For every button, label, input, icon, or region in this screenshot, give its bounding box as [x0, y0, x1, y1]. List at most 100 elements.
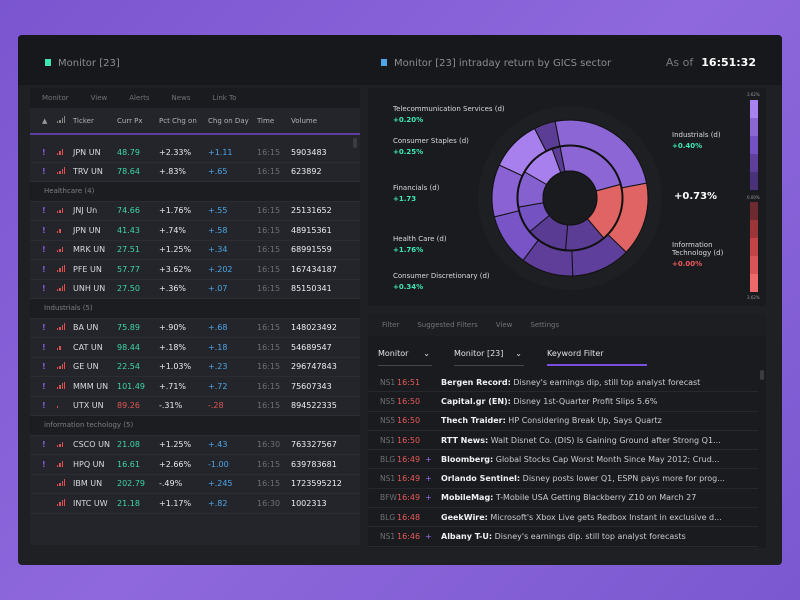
- current-price: 101.49: [117, 381, 145, 391]
- menu-item[interactable]: Monitor: [42, 94, 69, 102]
- monitor-dropdown[interactable]: Monitor ⌄: [378, 344, 432, 366]
- news-menu: Filter Suggested Filters View Settings: [368, 314, 766, 336]
- time: 16:30: [257, 498, 281, 508]
- change-on-day: +.72: [208, 381, 228, 391]
- scale-step: [750, 274, 758, 292]
- monitor-color-icon: [45, 59, 51, 66]
- headline-text: T-Mobile USA Getting Blackberry Z10 on M…: [493, 493, 697, 503]
- pct-change: +2.66%: [159, 459, 192, 469]
- news-item[interactable]: NS5 16:50 Capital.gr (EN): Disney 1st-Quar…: [368, 392, 758, 412]
- sunburst-chart: [478, 106, 662, 290]
- column-header[interactable]: Curr Px: [117, 116, 143, 125]
- table-row[interactable]: ! JNJ Un 74.66 +1.76% +.55 16:15 2513165…: [30, 202, 360, 221]
- table-row[interactable]: ! HPQ UN 16.61 +2.66% -1.00 16:15 639783…: [30, 455, 360, 475]
- group-header[interactable]: information techology (5): [30, 416, 360, 436]
- sunburst-panel: Telecommunication Services (d) +0.20% Cons…: [368, 88, 766, 306]
- sector-label[interactable]: Financials (d) +1.73: [393, 184, 439, 203]
- table-row[interactable]: INTC UW 21.18 +1.17% +.82 16:30 1002313: [30, 494, 360, 514]
- current-price: 98.44: [117, 342, 140, 352]
- column-header[interactable]: Chg on Day: [208, 116, 249, 125]
- monitor-panel: Monitor View Alerts News Link To ▲ Ticker Cu…: [30, 88, 360, 545]
- pct-change: +.18%: [159, 342, 187, 352]
- column-header[interactable]: Time: [257, 116, 275, 125]
- table-row[interactable]: ! GE UN 22.54 +1.03% +.23 16:15 29674784…: [30, 358, 360, 377]
- news-item[interactable]: BFW 16:49 + MobileMag: T-Mobile USA Getting…: [368, 489, 758, 509]
- news-menu-item[interactable]: Filter: [382, 321, 400, 329]
- news-menu-item[interactable]: Suggested Filters: [417, 321, 478, 329]
- table-row[interactable]: ! UTX UN 89.26 -.31% -.28 16:15 89452233…: [30, 397, 360, 416]
- scale-step: [750, 220, 758, 238]
- publisher: MobileMag:: [441, 493, 494, 503]
- news-menu-item[interactable]: View: [495, 321, 513, 329]
- signal-column-icon[interactable]: [45, 116, 73, 125]
- pct-change: +1.25%: [159, 440, 192, 450]
- news-menu-item[interactable]: Settings: [530, 321, 560, 329]
- table-row[interactable]: ! MMM UN 101.49 +.71% +.72 16:15 7560734…: [30, 377, 360, 397]
- column-header[interactable]: Pct Chg on: [159, 116, 197, 125]
- alert-column-icon[interactable]: ▲: [42, 116, 48, 125]
- ticker: GE UN: [73, 362, 99, 372]
- column-header[interactable]: Ticker: [73, 116, 94, 125]
- news-item[interactable]: BLG 16:49 + Bloomberg: Global Stocks Cap Wo…: [368, 450, 758, 470]
- table-row[interactable]: ! MRK UN 27.51 +1.25% +.34 16:15 6899155…: [30, 241, 360, 260]
- news-item[interactable]: NS1 16:46 + Albany T-U: Disney's earnings d…: [368, 527, 758, 547]
- volume: 1002313: [291, 498, 327, 508]
- change-on-day: -.28: [208, 401, 224, 411]
- sector-label[interactable]: Information Technology (d) +0.00%: [672, 241, 742, 268]
- alert-icon: !: [42, 362, 46, 372]
- sector-label[interactable]: Consumer Staples (d) +0.25%: [393, 137, 469, 156]
- table-row[interactable]: ! CAT UN 98.44 +.18% +.18 16:15 54689547: [30, 338, 360, 358]
- alert-icon: !: [42, 167, 46, 177]
- monitor-23-dropdown[interactable]: Monitor [23] ⌄: [454, 344, 524, 366]
- headline: Bloomberg: Global Stocks Cap Worst Month…: [441, 455, 726, 464]
- table-row[interactable]: ! JPN UN 48.79 +2.33% +1.11 16:15 590348…: [30, 143, 360, 163]
- time: 16:15: [257, 206, 281, 216]
- chart-color-icon: [381, 59, 387, 66]
- group-header[interactable]: Healthcare (4): [30, 182, 360, 202]
- sector-label[interactable]: Consumer Discretionary (d) +0.34%: [393, 272, 490, 291]
- keyword-filter-tab[interactable]: Keyword Filter: [547, 344, 647, 366]
- menu-item[interactable]: View: [90, 94, 108, 102]
- news-time: 16:48: [397, 512, 421, 522]
- scale-step: [750, 118, 758, 136]
- news-panel: Filter Suggested Filters View Settings Moni…: [368, 314, 766, 548]
- ticker: MMM UN: [73, 381, 109, 391]
- headline: Capital.gr (EN): Disney 1st-Quarter Prof…: [441, 397, 726, 406]
- chart-title: Monitor [23] intraday return by GICS sec…: [381, 58, 611, 69]
- time: 16:15: [257, 362, 281, 372]
- alert-icon: !: [42, 206, 46, 216]
- signal-strength-icon: [45, 284, 73, 293]
- news-item[interactable]: BLG 16:48 GeekWire: Microsoft's Xbox Live …: [368, 508, 758, 528]
- table-row[interactable]: ! TRV UN 78.64 +.83% +.65 16:15 623892: [30, 163, 360, 182]
- sector-label[interactable]: Telecommunication Services (d) +0.20%: [393, 105, 505, 124]
- column-header[interactable]: Volume: [291, 116, 318, 125]
- ticker: UTX UN: [73, 401, 104, 411]
- sector-label[interactable]: Health Care (d) +1.76%: [393, 235, 447, 254]
- news-scrollbar[interactable]: [760, 370, 764, 380]
- sector-return: +0.34%: [393, 283, 424, 291]
- menu-item[interactable]: Link To: [212, 94, 237, 102]
- signal-strength-icon: [45, 401, 73, 410]
- table-row[interactable]: ! UNH UN 27.50 +.36% +.07 16:15 85150341: [30, 280, 360, 299]
- publisher: Bloomberg:: [441, 454, 494, 464]
- menu-item[interactable]: News: [171, 94, 191, 102]
- table-row[interactable]: ! PFE UN 57.77 +3.62% +.202 16:15 167434…: [30, 260, 360, 280]
- sector-label[interactable]: Industrials (d) +0.40%: [672, 131, 721, 150]
- alert-icon: !: [42, 225, 46, 235]
- table-row[interactable]: ! JPN UN 41.43 +.74% +.58 16:15 48915361: [30, 221, 360, 241]
- headline-text: Global Stocks Cap Worst Month Since May …: [493, 454, 720, 464]
- news-item[interactable]: NS1 16:49 + Orlando Sentinel: Disney posts …: [368, 470, 758, 489]
- news-item[interactable]: NS1 16:50 RTT News: Walt Disnet Co. (DIS) …: [368, 431, 758, 451]
- table-row[interactable]: ! BA UN 75.89 +.90% +.68 16:15 148023492: [30, 319, 360, 338]
- news-item[interactable]: NS5 16:50 Thech Traider: HP Considering Br…: [368, 412, 758, 431]
- menu-item[interactable]: Alerts: [129, 94, 150, 102]
- plus-icon: +: [425, 474, 432, 484]
- change-on-day: +.245: [208, 479, 233, 489]
- group-header[interactable]: Industrials (5): [30, 299, 360, 319]
- table-row[interactable]: ! CSCO UN 21.08 +1.25% +.43 16:30 763327…: [30, 436, 360, 455]
- alert-icon: !: [42, 323, 46, 333]
- news-item[interactable]: NS1 16:51 Bergen Record: Disney's earnings…: [368, 373, 758, 393]
- table-row[interactable]: IBM UN 202.79 -.49% +.245 16:15 17235952…: [30, 475, 360, 494]
- current-price: 21.08: [117, 440, 140, 450]
- monitor-scrollbar[interactable]: [353, 138, 357, 148]
